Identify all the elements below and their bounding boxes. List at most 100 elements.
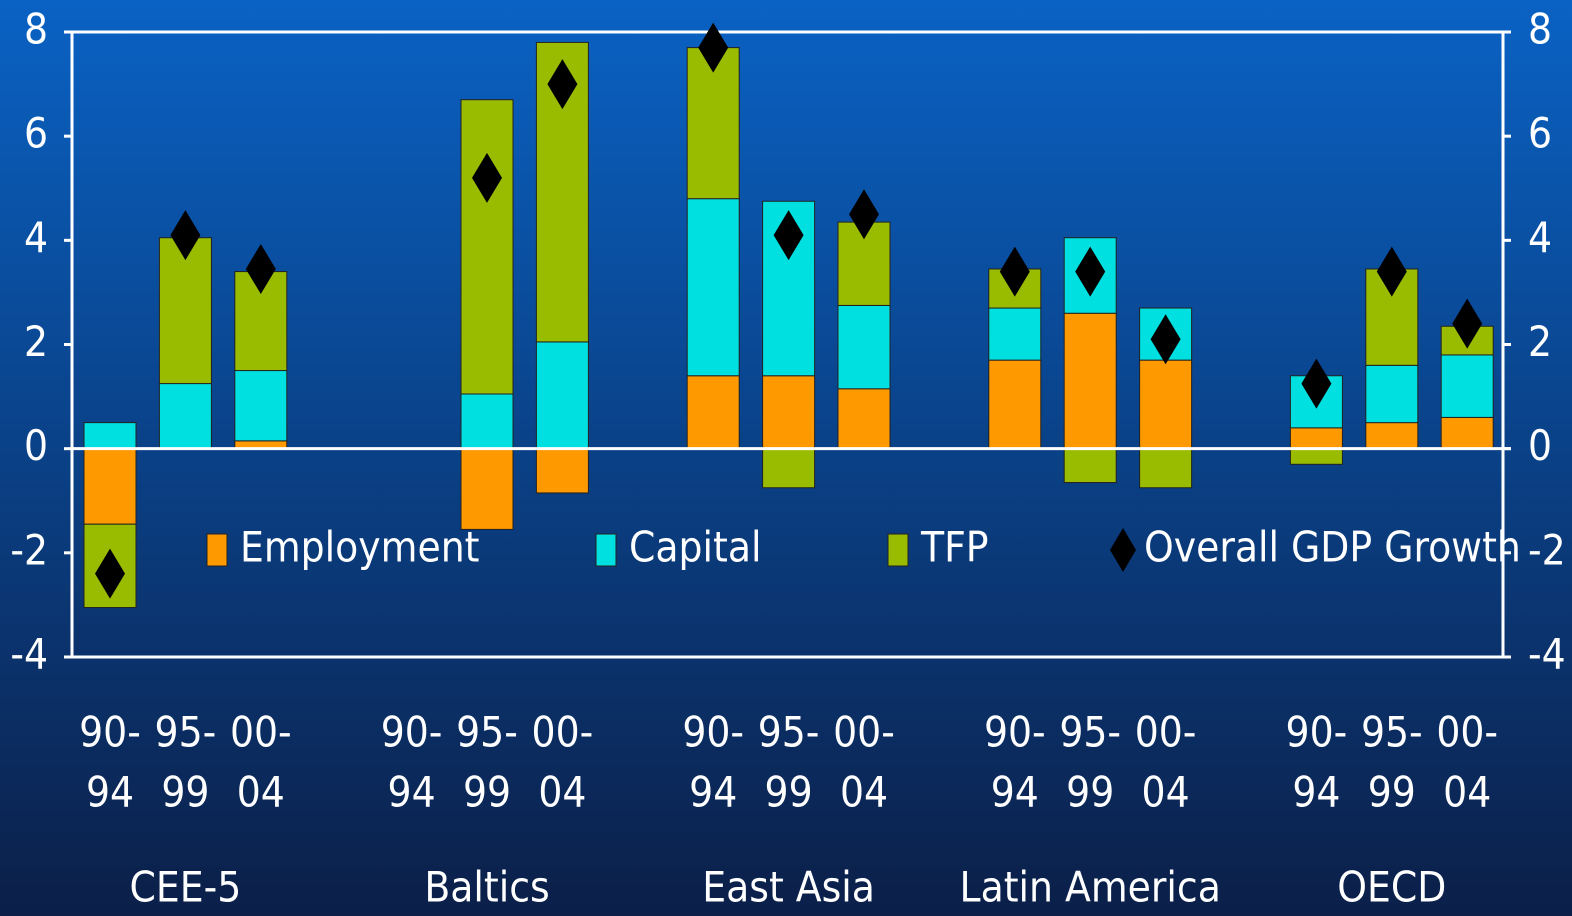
- y-tick-label: 8: [24, 5, 48, 54]
- x-tick-label: 99: [161, 768, 209, 817]
- gdp-marker: [245, 243, 276, 294]
- bar-segment: [988, 359, 1042, 450]
- gdp-marker: [1075, 246, 1106, 297]
- bar-segment: [535, 341, 589, 450]
- group-label: East Asia: [702, 863, 875, 912]
- x-tick-label: 95-: [155, 708, 217, 757]
- bar-segment: [158, 237, 212, 385]
- legend-swatch: [595, 533, 617, 567]
- x-tick-label: 00-: [833, 708, 895, 757]
- gdp-marker: [1376, 246, 1407, 297]
- bar-segment: [1139, 359, 1193, 450]
- gdp-marker: [999, 246, 1030, 297]
- bar-segment: [1063, 448, 1117, 484]
- group-label: Baltics: [424, 863, 549, 912]
- x-tick-label: 94: [689, 768, 737, 817]
- x-tick-label: 00-: [230, 708, 292, 757]
- gdp-marker: [698, 22, 729, 73]
- legend-marker: [1110, 528, 1136, 572]
- bar-segment: [837, 388, 891, 450]
- x-tick-label: 04: [1142, 768, 1190, 817]
- legend-label: Employment: [240, 523, 479, 572]
- bar-segment: [1365, 422, 1419, 450]
- bar-segment: [83, 422, 137, 450]
- y-tick-label: -4: [10, 630, 48, 679]
- y2-tick-label: -2: [1528, 525, 1566, 574]
- x-tick-label: 90-: [682, 708, 744, 757]
- bar-segment: [988, 307, 1042, 361]
- group-label: CEE-5: [129, 863, 241, 912]
- bar-segment: [686, 375, 740, 450]
- bar-segment: [234, 370, 288, 442]
- bar-segment: [762, 375, 816, 450]
- group-label: Latin America: [960, 863, 1221, 912]
- x-tick-label: 95-: [1059, 708, 1121, 757]
- x-tick-label: 90-: [984, 708, 1046, 757]
- gdp-marker: [849, 189, 879, 240]
- x-tick-label: 99: [1368, 768, 1416, 817]
- bar-segment: [460, 99, 514, 395]
- y-tick-label: 2: [24, 317, 48, 366]
- x-tick-label: 00-: [532, 708, 594, 757]
- y2-tick-label: 6: [1528, 109, 1552, 158]
- x-tick-label: 04: [840, 768, 888, 817]
- bar-segment: [1365, 364, 1419, 424]
- x-tick-label: 94: [388, 768, 436, 817]
- legend-label: Overall GDP Growth: [1144, 523, 1521, 572]
- bar-segment: [1139, 448, 1193, 489]
- gdp-marker: [1452, 298, 1483, 349]
- x-tick-label: 99: [463, 768, 511, 817]
- gdp-marker: [472, 152, 502, 203]
- x-tick-label: 90-: [79, 708, 141, 757]
- gdp-marker: [170, 210, 201, 261]
- bar-segment: [83, 448, 137, 525]
- y-tick-label: -2: [10, 525, 48, 574]
- bar-segment: [460, 448, 514, 530]
- x-tick-label: 95-: [758, 708, 820, 757]
- y2-tick-label: 0: [1528, 421, 1552, 470]
- legend-label: TFP: [920, 523, 989, 572]
- y2-tick-label: 4: [1528, 213, 1552, 262]
- x-tick-label: 99: [765, 768, 813, 817]
- bar-segment: [1289, 427, 1343, 450]
- x-tick-label: 00-: [1436, 708, 1498, 757]
- x-tick-label: 94: [86, 768, 134, 817]
- bar-segment: [535, 448, 589, 494]
- y2-tick-label: 2: [1528, 317, 1552, 366]
- bar-segment: [762, 448, 816, 489]
- bar-segment: [837, 304, 891, 390]
- gdp-marker: [773, 210, 804, 261]
- x-tick-label: 04: [538, 768, 586, 817]
- y2-tick-label: 8: [1528, 5, 1552, 54]
- x-tick-label: 90-: [381, 708, 443, 757]
- legend-swatch: [887, 533, 909, 567]
- group-label: OECD: [1337, 863, 1446, 912]
- legend-label: Capital: [629, 523, 762, 572]
- x-tick-label: 99: [1066, 768, 1114, 817]
- x-tick-label: 94: [1292, 768, 1340, 817]
- y-tick-label: 4: [24, 213, 48, 262]
- gdp-marker: [1301, 358, 1332, 409]
- y-tick-label: 0: [24, 421, 48, 470]
- bar-segment: [1289, 448, 1343, 465]
- x-tick-label: 95-: [1361, 708, 1423, 757]
- bar-segment: [158, 383, 212, 450]
- x-tick-label: 94: [991, 768, 1039, 817]
- bar-segment: [1063, 312, 1117, 450]
- gdp-marker: [1150, 314, 1181, 365]
- bar-segment: [1440, 354, 1494, 418]
- bar-segment: [686, 47, 740, 200]
- legend-swatch: [206, 533, 228, 567]
- x-tick-label: 90-: [1286, 708, 1348, 757]
- y2-tick-label: -4: [1528, 630, 1566, 679]
- x-tick-label: 04: [237, 768, 285, 817]
- gdp-marker: [547, 59, 578, 110]
- x-tick-label: 00-: [1135, 708, 1197, 757]
- bar-segment: [686, 198, 740, 377]
- bar-segment: [1440, 416, 1494, 450]
- y-tick-label: 6: [24, 109, 48, 158]
- x-tick-label: 04: [1443, 768, 1491, 817]
- gdp-marker: [95, 548, 125, 599]
- bar-segment: [460, 393, 514, 450]
